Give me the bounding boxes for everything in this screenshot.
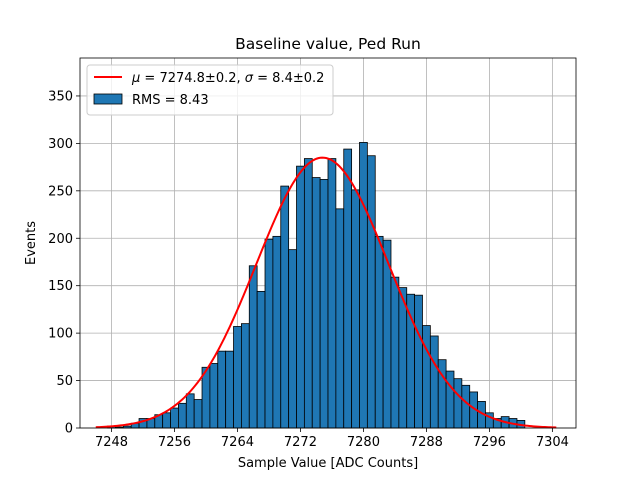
histogram-bar xyxy=(366,155,376,429)
legend-sigma-symbol: σ xyxy=(245,71,254,86)
y-tick-label: 300 xyxy=(48,137,73,152)
y-tick-label: 50 xyxy=(56,374,73,389)
histogram-bar xyxy=(374,235,384,429)
legend-mu-value: = 7274.8±0.2, xyxy=(140,71,244,86)
y-tick-label: 200 xyxy=(48,232,73,247)
histogram-bar xyxy=(185,393,195,429)
histogram-bar xyxy=(240,323,250,429)
legend-fit-label: μ = 7274.8±0.2, σ = 8.4±0.2 xyxy=(131,71,324,86)
histogram-bar xyxy=(248,265,258,429)
legend-sigma-value: = 8.4±0.2 xyxy=(253,71,324,86)
histogram-bar xyxy=(319,179,329,429)
axes-frame xyxy=(79,57,577,429)
legend-hist-label: RMS = 8.43 xyxy=(132,93,209,108)
histogram-bar xyxy=(225,350,234,429)
y-tick-label: 150 xyxy=(48,279,73,294)
histogram-bars xyxy=(107,142,526,429)
histogram-bar xyxy=(429,335,439,429)
y-tick-label: 250 xyxy=(48,184,73,199)
histogram-bar xyxy=(406,293,416,429)
histogram-bar xyxy=(422,325,431,429)
histogram-bar xyxy=(311,177,321,429)
histogram-bar xyxy=(162,412,171,429)
histogram-bar xyxy=(461,384,471,429)
legend-hist-swatch xyxy=(93,93,123,105)
histogram-bar xyxy=(233,326,242,429)
histogram-bar xyxy=(359,142,368,429)
histogram-bar xyxy=(217,350,227,429)
histogram-bar xyxy=(170,407,179,429)
histogram-bar xyxy=(296,165,305,429)
histogram-bar xyxy=(335,208,345,429)
x-tick-label: 7288 xyxy=(410,435,443,450)
histogram-bar xyxy=(193,399,203,429)
histogram-bar xyxy=(264,238,274,429)
histogram-bar xyxy=(303,158,313,429)
y-tick-label: 0 xyxy=(65,422,73,437)
histogram-bar xyxy=(327,158,337,429)
legend-frame xyxy=(86,64,334,116)
x-tick-label: 7304 xyxy=(536,435,569,450)
y-axis-ticks: 0 50 100 150 200 250 300 350 xyxy=(48,89,80,437)
legend: μ = 7274.8±0.2, σ = 8.4±0.2 RMS = 8.43 xyxy=(86,64,334,116)
histogram-bar xyxy=(209,363,219,429)
histogram-bar xyxy=(178,402,187,429)
x-tick-label: 7256 xyxy=(158,435,191,450)
histogram-bar xyxy=(390,276,400,429)
x-axis-label: Sample Value [ADC Counts] xyxy=(238,456,418,471)
histogram-bar xyxy=(256,290,266,429)
histogram-bar xyxy=(398,287,408,429)
x-tick-label: 7272 xyxy=(284,435,317,450)
gaussian-fit-curve xyxy=(95,156,557,429)
x-tick-label: 7264 xyxy=(221,435,254,450)
x-axis-ticks: 7248 7256 7264 7272 7280 7288 7296 7304 xyxy=(95,428,569,450)
histogram-bar xyxy=(453,378,463,429)
x-tick-label: 7248 xyxy=(95,435,128,450)
chart-title: Baseline value, Ped Run xyxy=(235,35,421,53)
legend-mu-symbol: μ xyxy=(131,71,140,86)
histogram-bar xyxy=(288,249,297,429)
histogram-bar xyxy=(445,370,455,429)
histogram-bar xyxy=(351,189,360,429)
x-tick-label: 7280 xyxy=(347,435,380,450)
y-tick-label: 350 xyxy=(48,89,73,104)
histogram-bar xyxy=(280,185,290,429)
histogram-bar xyxy=(414,294,423,429)
histogram-bar xyxy=(272,235,282,429)
y-tick-label: 100 xyxy=(48,327,73,342)
y-axis-label: Events xyxy=(24,221,39,265)
histogram-bar xyxy=(343,148,353,429)
x-tick-label: 7296 xyxy=(473,435,506,450)
plot-area xyxy=(79,57,577,429)
